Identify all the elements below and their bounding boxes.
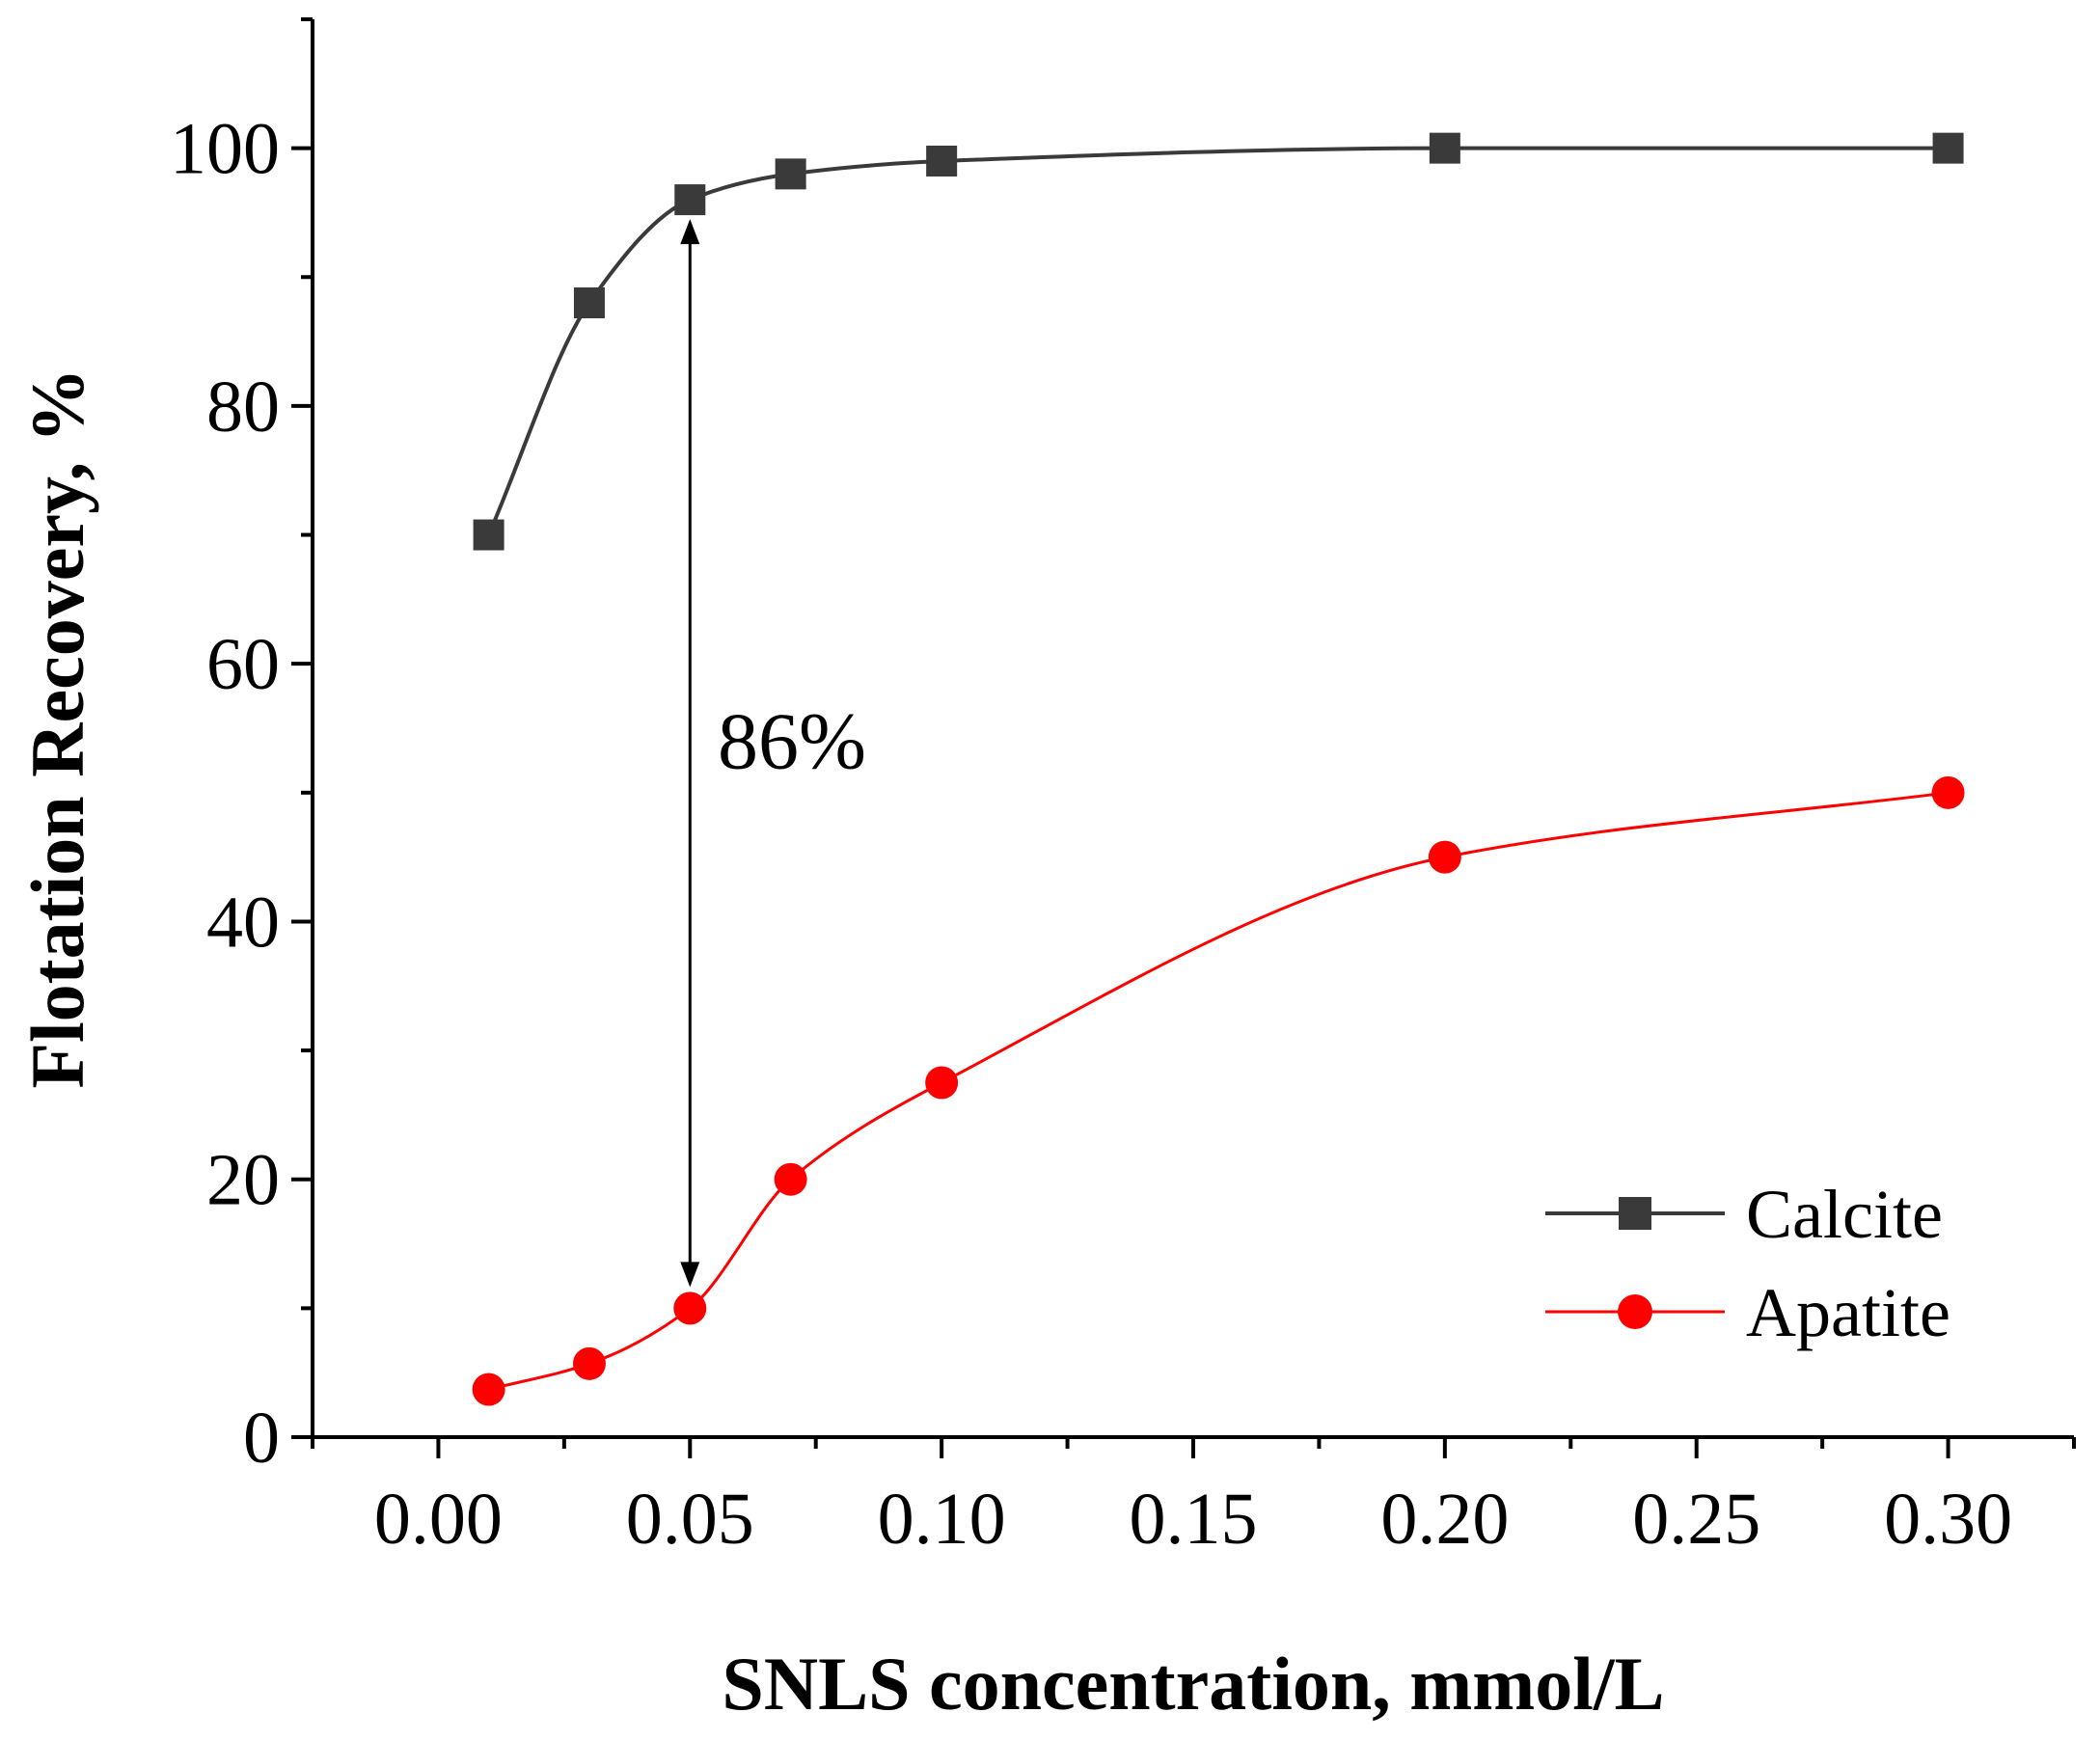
data-point-calcite	[573, 287, 605, 318]
data-point-apatite	[774, 1162, 807, 1196]
x-tick-label: 0.15	[1130, 1479, 1258, 1560]
data-point-apatite	[673, 1291, 707, 1325]
y-axis-title: Flotation Recovery, %	[15, 367, 99, 1088]
y-tick-label: 60	[206, 624, 280, 705]
data-point-calcite	[473, 519, 505, 551]
x-axis-title: SNLS concentration, mmol/L	[722, 1642, 1664, 1726]
x-tick-label: 0.10	[878, 1479, 1006, 1560]
y-tick-label: 0	[243, 1398, 280, 1479]
x-tick-label: 0.00	[374, 1479, 503, 1560]
annotation-arrowhead-up	[680, 219, 700, 245]
data-point-apatite	[1931, 775, 1965, 809]
series-line-apatite	[488, 791, 1949, 1392]
annotation-arrowhead-down	[680, 1262, 700, 1288]
data-point-apatite	[472, 1373, 505, 1406]
y-tick-label: 40	[206, 882, 280, 963]
legend-marker-calcite	[1619, 1197, 1651, 1230]
y-tick-label: 80	[206, 367, 280, 448]
data-point-calcite	[926, 146, 958, 177]
annotation-label: 86%	[718, 696, 866, 786]
x-tick-label: 0.30	[1884, 1479, 2012, 1560]
x-tick-label: 0.25	[1632, 1479, 1760, 1560]
data-point-apatite	[572, 1346, 606, 1380]
legend-label-calcite: Calcite	[1746, 1176, 1943, 1253]
data-point-calcite	[1429, 132, 1460, 164]
data-point-apatite	[925, 1066, 959, 1100]
x-tick-label: 0.20	[1380, 1479, 1509, 1560]
legend-label-apatite: Apatite	[1746, 1274, 1950, 1351]
series-curves	[486, 146, 1949, 1392]
annotation-group: 86%	[680, 219, 866, 1288]
series-line-calcite	[486, 146, 1949, 536]
legend: Calcite Apatite	[1545, 1176, 1950, 1351]
y-ticks: 0 20 40 60 80 100	[170, 17, 313, 1479]
data-point-calcite	[775, 158, 806, 190]
data-point-calcite	[1932, 132, 1964, 164]
x-tick-label: 0.05	[626, 1479, 754, 1560]
series-markers	[472, 132, 1965, 1406]
y-tick-label: 100	[170, 109, 280, 190]
x-ticks: 0.00 0.05 0.10 0.15 0.20 0.25 0.30	[311, 1437, 2076, 1560]
data-point-calcite	[674, 184, 706, 216]
data-point-apatite	[1428, 840, 1461, 874]
y-tick-label: 20	[206, 1140, 280, 1221]
legend-marker-apatite	[1618, 1294, 1652, 1329]
